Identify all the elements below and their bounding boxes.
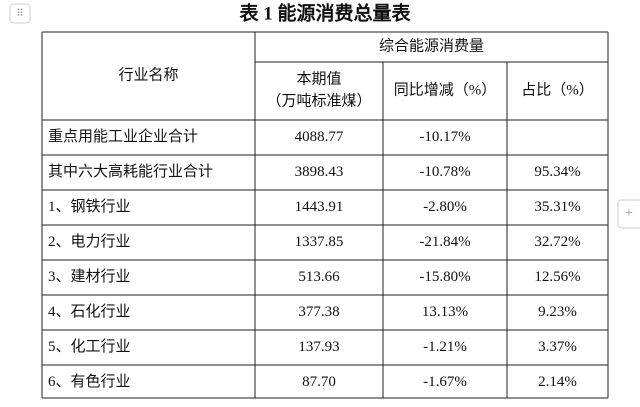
cell-value: -21.84% — [419, 234, 470, 250]
row-label: 1、钢铁行业 — [48, 198, 131, 215]
cell-value: 1337.85 — [295, 234, 344, 250]
column-header: 同比增减（%） — [394, 81, 497, 98]
cell-value: 377.38 — [298, 304, 339, 320]
cell-value: -2.80% — [423, 199, 467, 215]
cell-value: 87.70 — [302, 374, 336, 390]
group-header: 综合能源消费量 — [379, 37, 484, 54]
cell-value: 4088.77 — [295, 129, 344, 145]
add-icon: + — [625, 206, 633, 221]
cell-value: 95.34% — [534, 164, 580, 180]
table-title: 表 1 能源消费总量表 — [239, 1, 411, 24]
drag-handle[interactable] — [9, 3, 31, 24]
row-label-header: 行业名称 — [118, 66, 178, 83]
column-header: （万吨标准煤） — [266, 92, 371, 109]
cell-value: 32.72% — [534, 234, 580, 250]
add-column-button[interactable] — [617, 199, 640, 229]
drag-icon: ⠿ — [16, 8, 23, 19]
cell-value: -15.80% — [419, 269, 470, 285]
cell-value: -10.78% — [419, 164, 470, 180]
cell-value: 9.23% — [538, 304, 577, 320]
row-label: 4、石化行业 — [48, 303, 131, 320]
cell-value: -10.17% — [419, 129, 470, 145]
row-label: 5、化工行业 — [48, 338, 131, 355]
cell-value: 3898.43 — [295, 164, 344, 180]
row-label: 6、有色行业 — [48, 373, 131, 390]
cell-value: 13.13% — [422, 304, 468, 320]
cell-value: 137.93 — [298, 339, 339, 355]
column-header: 本期值 — [296, 70, 341, 87]
cell-value: -1.21% — [423, 339, 467, 355]
cell-value: 1443.91 — [295, 199, 344, 215]
row-label: 其中六大高耗能行业合计 — [48, 163, 213, 180]
cell-value: 35.31% — [534, 199, 580, 215]
column-header: 占比（%） — [521, 81, 594, 98]
cell-value: 513.66 — [298, 269, 340, 285]
cell-value: 12.56% — [534, 269, 580, 285]
cell-value: 2.14% — [538, 374, 577, 390]
row-label: 2、电力行业 — [48, 233, 131, 250]
cell-value: -1.67% — [423, 374, 467, 390]
row-label: 3、建材行业 — [48, 268, 131, 285]
row-label: 重点用能工业企业合计 — [48, 127, 198, 145]
cell-value: 3.37% — [538, 339, 577, 355]
